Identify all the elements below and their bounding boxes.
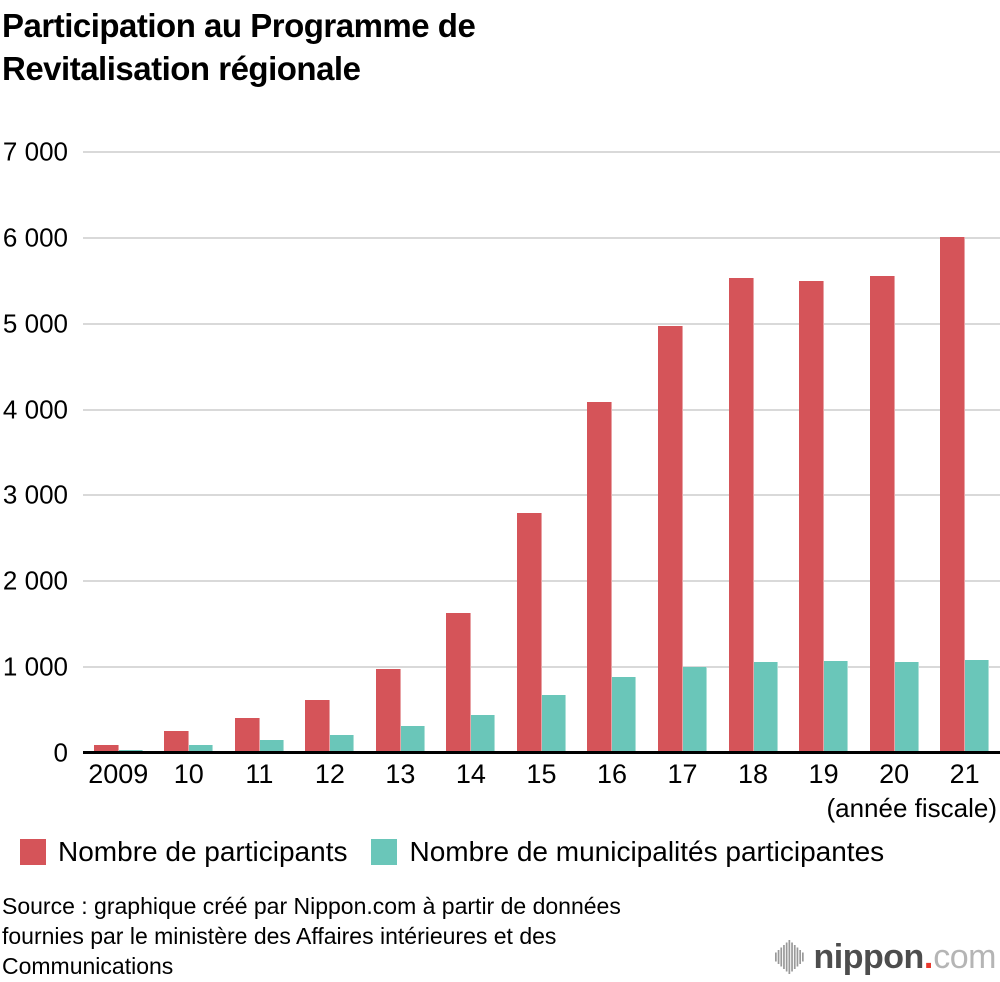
bar-group-12 [295, 152, 366, 753]
legend: Nombre de participants Nombre de municipa… [20, 836, 884, 868]
legend-swatch-participants [20, 839, 46, 865]
x-label-11: 11 [245, 759, 274, 789]
bar-municipalites-16 [612, 676, 637, 753]
x-label-14: 14 [455, 759, 486, 789]
bar-group-19 [788, 152, 859, 753]
soundwave-icon [774, 940, 804, 974]
bar-participants-21 [940, 236, 966, 753]
x-label-17: 17 [667, 759, 698, 789]
x-label-18: 18 [738, 759, 769, 789]
bar-municipalites-13 [400, 725, 425, 753]
bar-municipalites-17 [683, 667, 708, 753]
bars-container [83, 152, 1000, 753]
bar-group-15 [506, 152, 577, 753]
bar-participants-13 [375, 669, 401, 753]
bar-group-2009 [83, 152, 154, 753]
bar-municipalites-12 [330, 735, 355, 753]
bar-participants-14 [446, 613, 472, 753]
bar-municipalites-15 [541, 695, 566, 753]
bar-participants-15 [516, 512, 542, 753]
bar-group-13 [365, 152, 436, 753]
x-label-21: 21 [949, 759, 980, 789]
bar-participants-20 [869, 275, 895, 753]
x-label-15: 15 [526, 759, 557, 789]
legend-item-participants: Nombre de participants [20, 836, 347, 868]
gridline-7000 [83, 151, 1000, 153]
logo-text: nippon.com [813, 938, 997, 976]
bar-group-17 [647, 152, 718, 753]
y-tick-label-4000: 4 000 [2, 394, 68, 425]
page-title: Participation au Programme de Revitalisa… [2, 4, 476, 90]
x-axis-line [83, 751, 1000, 754]
bar-group-10 [154, 152, 225, 753]
x-label-20: 20 [879, 759, 910, 789]
logo-tld: com [933, 938, 996, 976]
bar-group-11 [224, 152, 295, 753]
bar-municipalites-18 [753, 661, 778, 753]
bar-municipalites-11 [259, 740, 284, 753]
bar-participants-18 [728, 278, 754, 753]
legend-label-municipalites: Nombre de municipalités participantes [409, 836, 885, 867]
bar-participants-11 [234, 717, 260, 753]
bar-group-20 [859, 152, 930, 753]
y-tick-label-7000: 7 000 [2, 136, 68, 167]
y-tick-label-6000: 6 000 [2, 222, 68, 253]
y-axis: 7 000 6 000 5 000 4 000 3 000 2 000 1 000 0 [0, 137, 68, 768]
x-label-12: 12 [314, 759, 345, 789]
y-tick-label-0: 0 [53, 737, 68, 768]
x-label-2009: 2009 [88, 759, 149, 789]
legend-label-participants: Nombre de participants [58, 836, 348, 867]
x-axis-note: (année fiscale) [826, 793, 997, 823]
bar-participants-16 [587, 401, 613, 753]
x-label-13: 13 [385, 759, 416, 789]
legend-item-municipalites: Nombre de municipalités participantes [371, 836, 884, 868]
bar-municipalites-21 [965, 659, 990, 753]
legend-swatch-municipalites [371, 839, 398, 865]
plot-area [83, 151, 1000, 754]
bar-municipalites-14 [471, 714, 496, 753]
logo-name: nippon [813, 938, 925, 976]
bar-municipalites-20 [894, 661, 919, 753]
bar-municipalites-10 [189, 745, 214, 753]
x-label-19: 19 [808, 759, 839, 789]
bar-participants-12 [305, 700, 331, 753]
gridline-5000 [83, 322, 1000, 325]
bar-group-14 [436, 152, 507, 753]
bar-group-21 [929, 152, 1000, 753]
bar-municipalites-19 [824, 661, 849, 753]
title-line-2: Revitalisation régionale [2, 50, 361, 87]
bar-group-16 [577, 152, 648, 753]
y-tick-label-2000: 2 000 [2, 565, 68, 596]
logo-dot: . [923, 938, 934, 976]
gridline-3000 [83, 494, 1000, 497]
x-label-10: 10 [173, 759, 204, 789]
x-label-16: 16 [596, 759, 627, 789]
nippon-logo: nippon.com [774, 938, 997, 976]
bar-participants-17 [658, 325, 684, 753]
y-tick-label-3000: 3 000 [2, 479, 68, 510]
title-line-1: Participation au Programme de [2, 7, 476, 44]
bar-participants-19 [799, 280, 825, 753]
bar-participants-2009 [93, 745, 119, 753]
gridline-6000 [83, 236, 1000, 239]
source-text: Source : graphique créé par Nippon.com à… [2, 893, 621, 979]
bar-participants-10 [164, 730, 190, 753]
gridline-4000 [83, 408, 1000, 411]
bar-group-18 [718, 152, 789, 753]
y-tick-label-1000: 1 000 [2, 651, 68, 682]
y-tick-label-5000: 5 000 [2, 308, 68, 339]
x-axis-labels: 2009 10 11 12 13 14 15 16 17 18 19 20 21 [83, 759, 1000, 790]
